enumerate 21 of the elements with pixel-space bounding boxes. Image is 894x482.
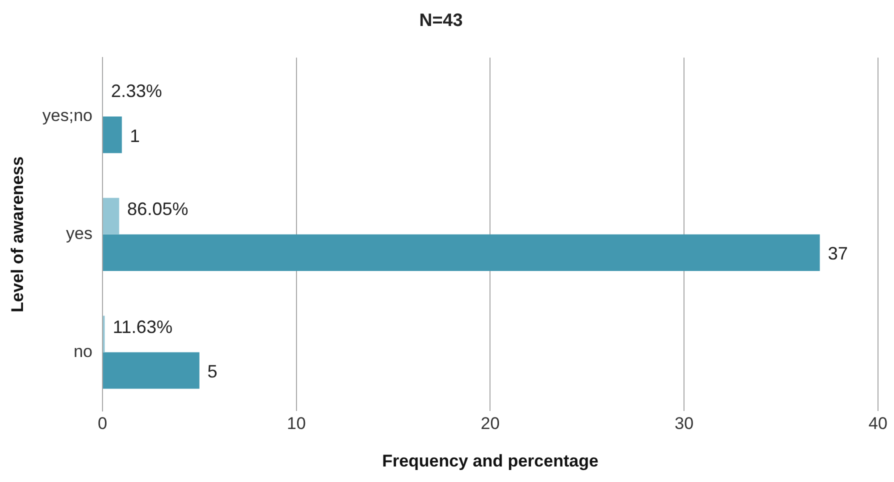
bar [102,352,200,389]
x-tick-label: 40 [868,414,888,434]
x-tick-label: 0 [98,414,108,434]
y-tick-label: yes [66,224,92,244]
x-tick-label: 20 [480,414,500,434]
x-axis-title: Frequency and percentage [382,451,598,470]
data-label: 2.33% [110,81,162,102]
data-label: 37 [828,244,848,264]
y-axis-title: Level of awareness [8,156,27,312]
data-label: 86.05% [127,199,188,220]
bar [102,234,820,271]
bar [102,116,122,154]
bar [102,198,120,234]
chart-title: N=43 [419,10,463,30]
data-label: 11.63% [112,316,172,337]
x-tick-label: 30 [674,414,694,434]
y-tick-label: no [74,342,92,361]
data-label: 5 [207,362,218,382]
x-tick-label: 10 [286,414,306,434]
y-tick-label: yes;no [42,106,92,126]
data-label: 1 [130,126,140,146]
